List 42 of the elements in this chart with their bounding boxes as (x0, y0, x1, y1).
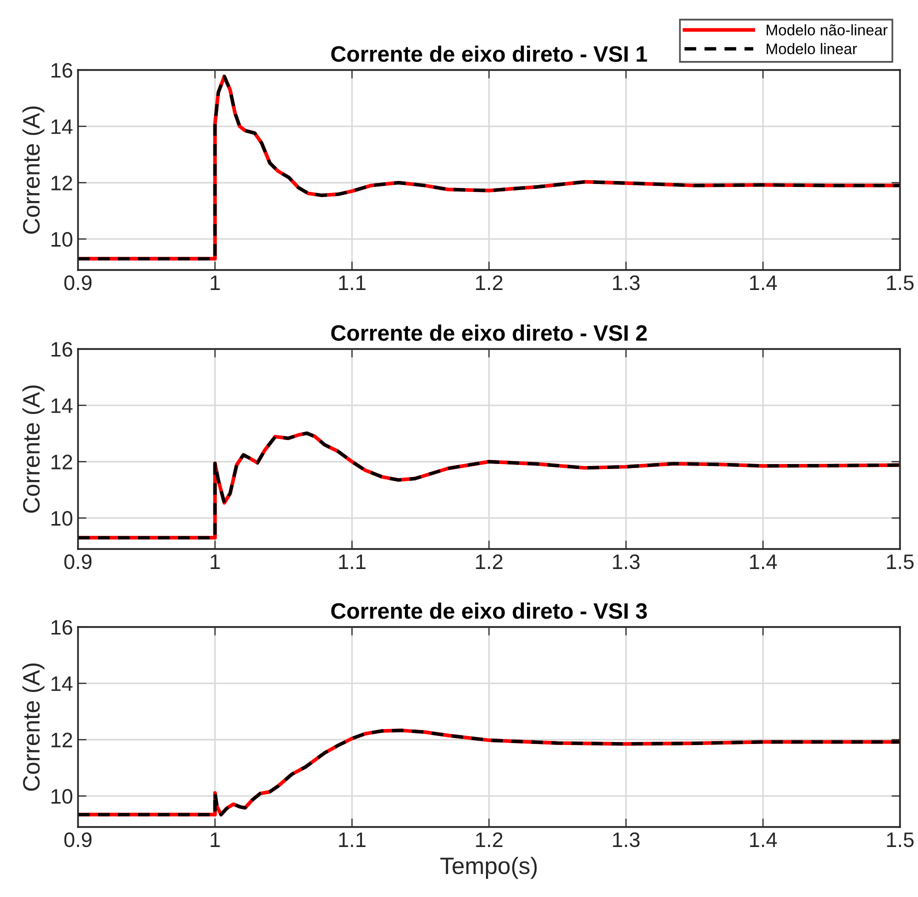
x-tick-label: 1.1 (339, 554, 366, 569)
x-tick-label: 1.2 (476, 275, 502, 290)
y-tick-label: 14 (52, 398, 73, 413)
chart-title: Corrente de eixo direto - VSI 3 (331, 602, 647, 619)
x-tick-label: 1.1 (339, 276, 366, 290)
x-tick-label: 1.1 (339, 832, 366, 847)
x-tick-label: 1 (210, 276, 220, 290)
x-tick-label: 1.5 (887, 832, 914, 848)
x-tick-label: 1.5 (887, 554, 914, 570)
x-tick-label: 1.4 (750, 832, 777, 847)
y-tick-label: 12 (52, 176, 72, 190)
x-tick-label: 1.2 (476, 554, 502, 569)
x-tick-label: 1 (210, 832, 220, 847)
y-tick-label: 12 (52, 732, 72, 748)
y-tick-label: 16 (52, 342, 72, 357)
y-tick-label: 16 (52, 620, 72, 635)
legend-label: Modelo não-linear (766, 24, 888, 36)
y-tick-label: 16 (52, 63, 72, 78)
x-tick-label: 1.5 (887, 276, 914, 290)
x-tick-label: 1.3 (613, 275, 640, 290)
x-tick-label: 1.4 (750, 554, 777, 569)
x-tick-label: 1.3 (613, 832, 640, 848)
y-axis-title: Corrente (A) (22, 386, 44, 513)
y-tick-label: 12 (52, 454, 72, 470)
x-tick-label: 0.9 (64, 554, 92, 570)
y-tick-label: 10 (52, 511, 72, 526)
x-axis-title: Tempo(s) (440, 856, 537, 879)
x-tick-label: 1.4 (750, 276, 777, 290)
x-tick-label: 0.9 (64, 275, 92, 290)
x-tick-label: 1.3 (613, 554, 640, 570)
legend-label: Modelo linear (766, 43, 857, 54)
x-tick-label: 0.9 (64, 832, 92, 848)
y-axis-title: Corrente (A) (22, 664, 44, 791)
y-tick-label: 14 (52, 676, 73, 691)
chart-title: Corrente de eixo direto - VSI 1 (331, 46, 648, 62)
y-tick-label: 10 (52, 789, 72, 804)
y-tick-label: 10 (52, 232, 72, 247)
y-tick-label: 14 (52, 120, 73, 134)
x-tick-label: 1 (210, 554, 220, 569)
x-tick-label: 1.2 (476, 832, 502, 847)
y-axis-title: Corrente (A) (22, 106, 44, 234)
chart-title: Corrente de eixo direto - VSI 2 (331, 324, 647, 341)
